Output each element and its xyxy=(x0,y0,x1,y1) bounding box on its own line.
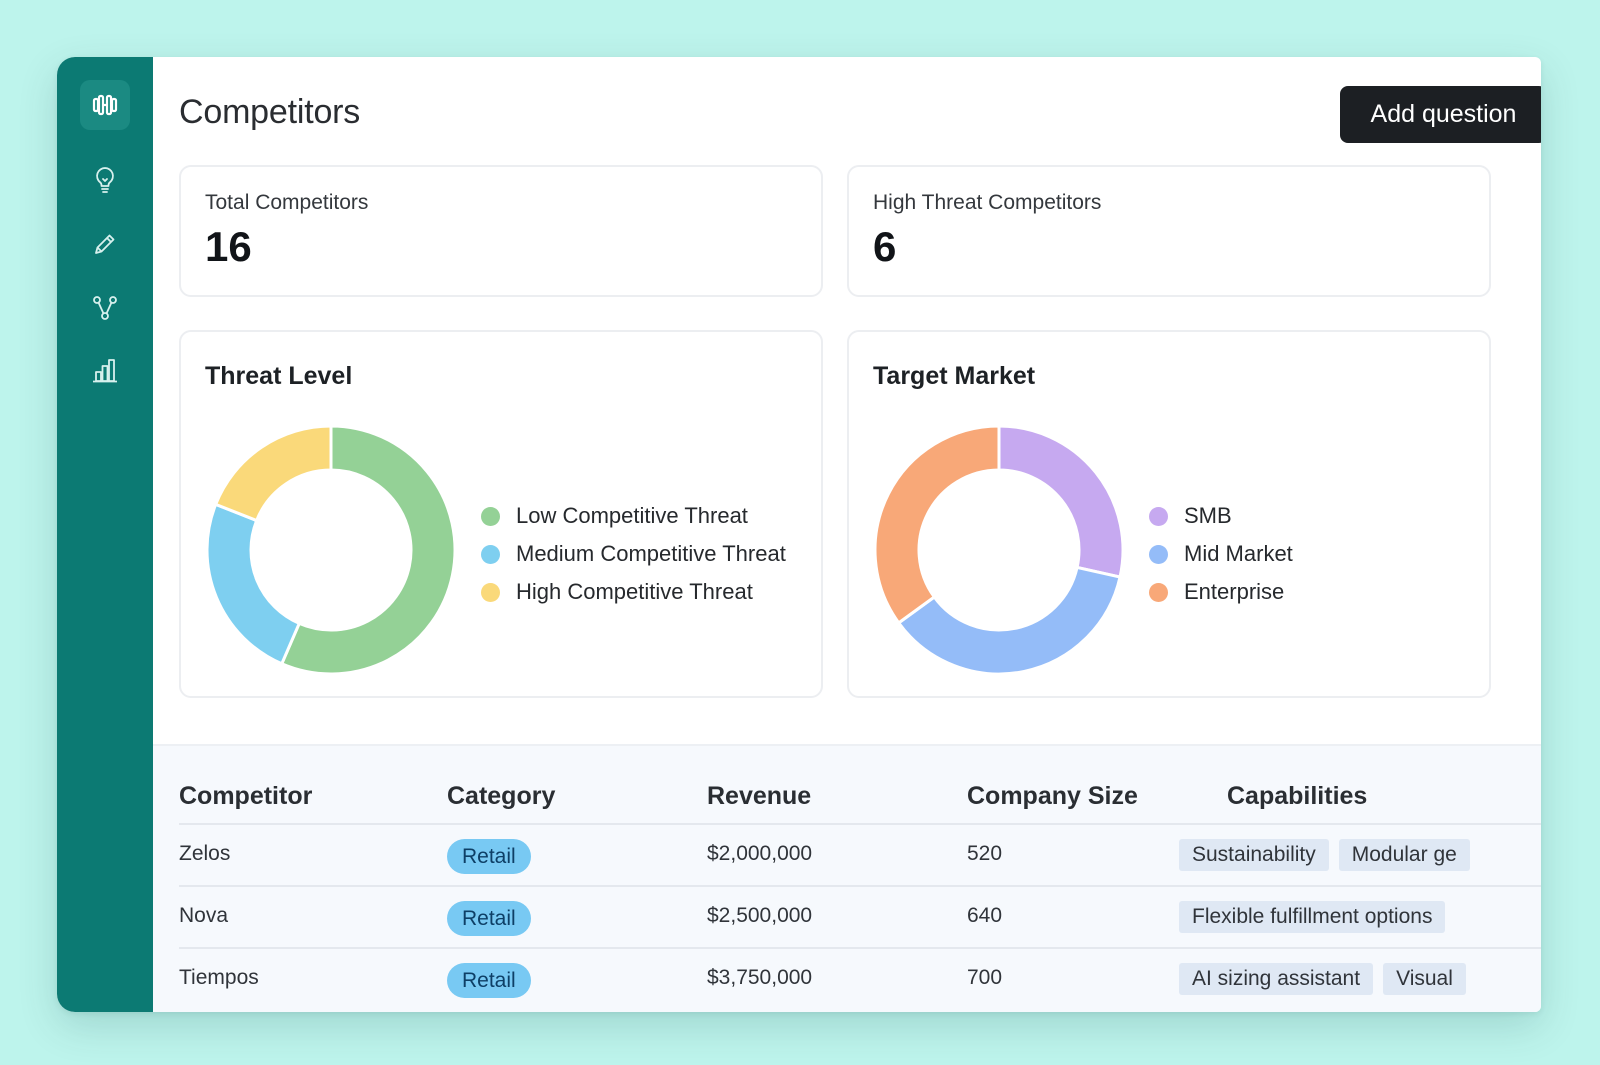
legend-item: High Competitive Threat xyxy=(481,573,786,611)
chart-title: Threat Level xyxy=(205,362,353,390)
page-title: Competitors xyxy=(179,93,361,131)
legend-label: Medium Competitive Threat xyxy=(516,541,786,566)
category-badge: Retail xyxy=(447,963,531,998)
legend-item: Low Competitive Threat xyxy=(481,497,786,535)
table-row[interactable]: Tiempos Retail $3,750,000 700 AI sizing … xyxy=(153,949,1541,1011)
company-size-cell: 700 xyxy=(967,966,1003,989)
table-row[interactable]: Zelos Retail $2,000,000 520 Sustainabili… xyxy=(153,825,1541,887)
row-divider xyxy=(179,947,1541,949)
legend-label: SMB xyxy=(1184,503,1232,528)
revenue-cell: $3,750,000 xyxy=(707,966,813,989)
donut-slice-medium-competitive-threat[interactable] xyxy=(205,502,302,666)
bar-chart-icon[interactable] xyxy=(90,356,120,386)
chart-legend: Low Competitive Threat Medium Competitiv… xyxy=(481,497,786,611)
chart-title: Target Market xyxy=(873,362,1036,390)
competitor-name: Zelos xyxy=(179,842,231,865)
table-row[interactable]: Nova Retail $2,500,000 640 Flexible fulf… xyxy=(153,887,1541,949)
donut-slice-mid-market[interactable] xyxy=(896,565,1122,676)
capability-tag: Modular ge xyxy=(1338,839,1470,871)
donut-slice-low-competitive-threat[interactable] xyxy=(279,424,457,676)
legend-item: SMB xyxy=(1149,497,1293,535)
legend-dot xyxy=(1149,582,1168,602)
column-header-capabilities[interactable]: Capabilities xyxy=(1227,782,1368,810)
capability-tag: AI sizing assistant xyxy=(1179,963,1374,995)
stat-card-high-threat: High Threat Competitors 6 xyxy=(847,165,1491,297)
branch-icon[interactable] xyxy=(90,293,120,323)
category-badge: Retail xyxy=(447,839,531,874)
column-header-company-size[interactable]: Company Size xyxy=(967,782,1138,810)
legend-dot xyxy=(481,506,500,526)
stat-label: High Threat Competitors xyxy=(873,191,1102,214)
company-size-cell: 640 xyxy=(967,904,1003,927)
donut-slice-high-competitive-threat[interactable] xyxy=(213,424,333,523)
stat-value: 16 xyxy=(205,223,252,270)
stat-value: 6 xyxy=(873,223,897,270)
chart-legend: SMB Mid Market Enterprise xyxy=(1149,497,1293,611)
category-badge: Retail xyxy=(447,901,531,936)
revenue-cell: $2,000,000 xyxy=(707,842,813,865)
legend-label: Enterprise xyxy=(1184,579,1285,604)
target-market-donut xyxy=(873,424,1125,676)
stat-label: Total Competitors xyxy=(205,191,369,214)
legend-label: High Competitive Threat xyxy=(516,579,753,604)
column-header-category[interactable]: Category xyxy=(447,782,556,810)
legend-label: Mid Market xyxy=(1184,541,1293,566)
legend-dot xyxy=(481,544,500,564)
legend-item: Enterprise xyxy=(1149,573,1293,611)
capabilities-cell: AI sizing assistant Visual xyxy=(1179,963,1466,995)
revenue-cell: $2,500,000 xyxy=(707,904,813,927)
donut-slice-smb[interactable] xyxy=(997,424,1125,579)
threat-level-donut xyxy=(205,424,457,676)
threat-level-card: Threat Level Low Competitive Threat Medi… xyxy=(179,330,823,698)
company-size-cell: 520 xyxy=(967,842,1003,865)
pencil-icon[interactable] xyxy=(90,229,120,259)
sidebar xyxy=(57,57,153,1012)
legend-dot xyxy=(481,582,500,602)
capability-tag: Visual xyxy=(1383,963,1466,995)
donut-slice-enterprise[interactable] xyxy=(873,424,1001,625)
capabilities-cell: Sustainability Modular ge xyxy=(1179,839,1470,871)
legend-label: Low Competitive Threat xyxy=(516,503,748,528)
competitor-name: Tiempos xyxy=(179,966,259,989)
lightbulb-icon[interactable] xyxy=(90,165,120,195)
column-header-competitor[interactable]: Competitor xyxy=(179,782,313,810)
header-divider xyxy=(179,823,1541,825)
capability-tag: Flexible fulfillment options xyxy=(1179,901,1446,933)
add-question-button[interactable]: Add question xyxy=(1340,86,1541,143)
stat-card-total: Total Competitors 16 xyxy=(179,165,823,297)
capabilities-cell: Flexible fulfillment options xyxy=(1179,901,1446,933)
legend-dot xyxy=(1149,506,1168,526)
column-header-revenue[interactable]: Revenue xyxy=(707,782,812,810)
competitor-name: Nova xyxy=(179,904,229,927)
legend-item: Medium Competitive Threat xyxy=(481,535,786,573)
dumbbell-icon[interactable] xyxy=(80,80,130,130)
competitors-table: Competitor Category Revenue Company Size… xyxy=(153,744,1541,1012)
legend-dot xyxy=(1149,544,1168,564)
row-divider xyxy=(179,885,1541,887)
main-content: Competitors Add question Total Competito… xyxy=(153,57,1541,1012)
capability-tag: Sustainability xyxy=(1179,839,1329,871)
app-window: Competitors Add question Total Competito… xyxy=(57,57,1541,1012)
legend-item: Mid Market xyxy=(1149,535,1293,573)
target-market-card: Target Market SMB Mid Market Enterprise xyxy=(847,330,1491,698)
